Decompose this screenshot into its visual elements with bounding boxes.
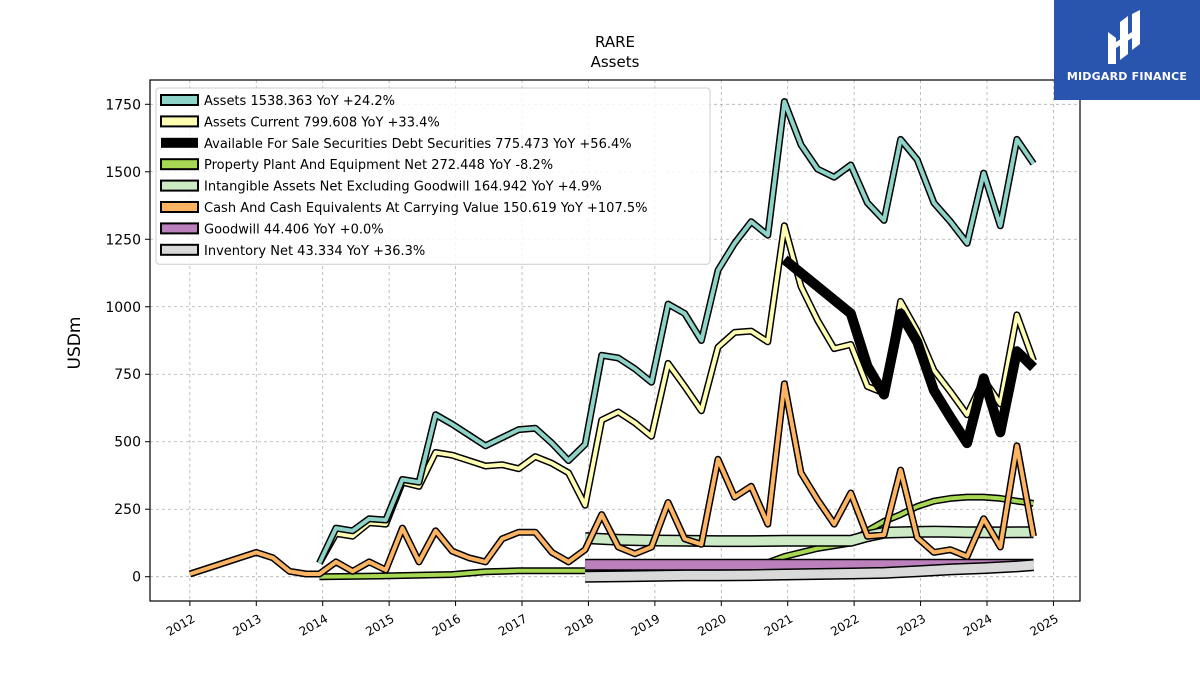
x-tick-label: 2024	[961, 611, 994, 638]
series-lines	[188, 98, 1037, 583]
series-path	[781, 255, 1037, 449]
x-tick-label: 2020	[695, 611, 728, 638]
y-tick-label: 1000	[105, 300, 141, 316]
series-line-7	[585, 559, 1034, 583]
legend-swatch	[160, 243, 199, 256]
series-path	[317, 99, 1036, 565]
series-path	[585, 560, 1034, 582]
legend-swatch	[160, 115, 199, 128]
x-tick-label: 2014	[297, 611, 330, 638]
y-axis-label: USDm	[65, 317, 85, 370]
y-tick-label: 750	[114, 367, 141, 383]
series-path	[317, 223, 1036, 565]
legend-label: Assets 1538.363 YoY +24.2%	[204, 94, 395, 109]
x-tick-label: 2013	[230, 611, 263, 638]
x-tick-label: 2023	[895, 611, 928, 638]
y-tick-label: 500	[114, 435, 141, 451]
legend-label: Assets Current 799.608 YoY +33.4%	[204, 115, 440, 130]
logo-text: MIDGARD FINANCE	[1066, 70, 1188, 83]
series-line-2	[781, 255, 1037, 449]
series-line-1	[316, 222, 1037, 565]
legend: Assets 1538.363 YoY +24.2% Assets Current…	[155, 87, 711, 265]
x-tick-label: 2019	[629, 611, 662, 638]
y-tick-label: 250	[114, 502, 141, 518]
x-tick-label: 2012	[164, 611, 197, 638]
plot-frame	[149, 79, 1081, 602]
legend-swatch	[160, 158, 199, 171]
x-tick-label: 2018	[562, 611, 595, 638]
legend-label: Intangible Assets Net Excluding Goodwill…	[204, 180, 602, 195]
legend-swatch	[160, 201, 199, 213]
series-path	[189, 381, 1036, 576]
y-tick-label: 1750	[105, 97, 141, 113]
legend-swatch	[161, 137, 198, 148]
x-tick-label: 2015	[363, 611, 396, 638]
legend-label: Property Plant And Equipment Net 272.448…	[204, 158, 553, 173]
legend-swatch	[160, 222, 199, 235]
legend-swatch	[160, 179, 199, 192]
legend-label: Goodwill 44.406 YoY +0.0%	[204, 222, 384, 237]
x-tick-label: 2017	[496, 611, 529, 638]
legend-swatch	[160, 94, 199, 106]
midgard-finance-logo: MIDGARD FINANCE	[1054, 0, 1200, 100]
midgard-logo-icon	[1108, 10, 1140, 64]
y-tick-label: 1500	[105, 165, 141, 181]
series-line-0	[316, 98, 1037, 565]
chart-title: RARE	[595, 33, 635, 51]
series-line-5	[188, 380, 1037, 578]
chart-subtitle: Assets	[591, 53, 640, 71]
y-tick-label: 0	[132, 570, 141, 586]
legend-label: Available For Sale Securities Debt Secur…	[204, 137, 632, 152]
x-tick-label: 2016	[430, 611, 463, 638]
legend-label: Inventory Net 43.334 YoY +36.3%	[204, 244, 425, 259]
x-tick-label: 2022	[828, 611, 861, 638]
y-tick-label: 1250	[105, 232, 141, 248]
x-tick-label: 2021	[762, 611, 795, 638]
legend-label: Cash And Cash Equivalents At Carrying Va…	[204, 201, 647, 216]
legend-box	[155, 87, 711, 265]
x-tick-label: 2025	[1027, 611, 1060, 638]
